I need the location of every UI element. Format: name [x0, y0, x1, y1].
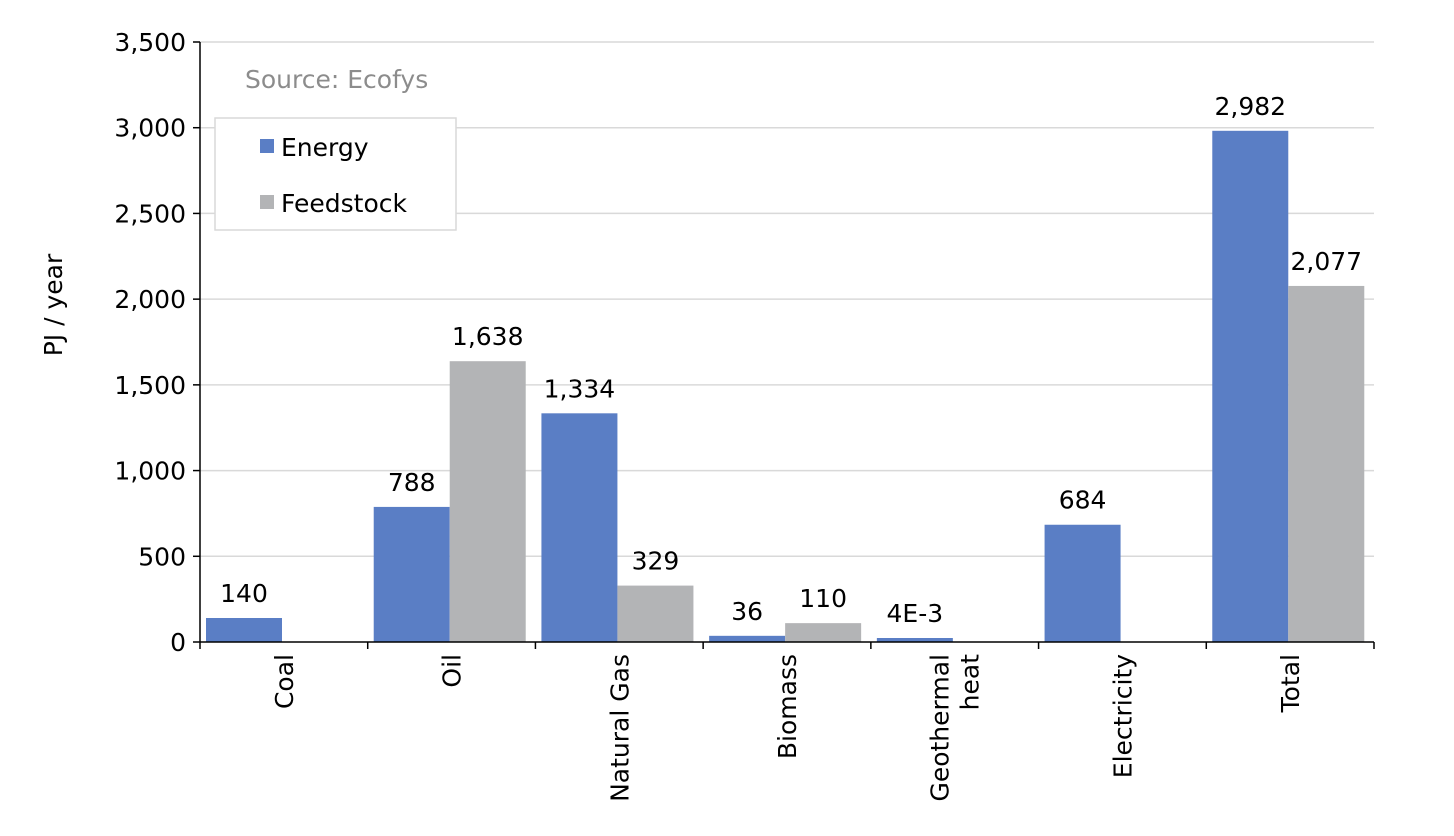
- data-label: 2,077: [1290, 247, 1362, 276]
- category-label: Electricity: [1108, 654, 1137, 778]
- data-label: 1,638: [452, 322, 524, 351]
- bar-feedstock-biomass: [785, 623, 862, 642]
- y-tick-label: 3,500: [114, 28, 186, 57]
- category-labels: Coal Oil Natural Gas Biomass Geothermalheat E…: [270, 654, 1305, 802]
- y-tick-label: 2,500: [114, 199, 186, 228]
- bar-energy-biomass: [709, 635, 786, 642]
- data-label: 1,334: [544, 374, 616, 403]
- data-label: 140: [220, 579, 268, 608]
- category-label: Total: [1276, 654, 1305, 713]
- source-note: Source: Ecofys: [245, 65, 428, 94]
- legend-label-energy: Energy: [281, 133, 369, 162]
- legend-label-feedstock: Feedstock: [281, 189, 408, 218]
- bar-energy-oil: [373, 506, 450, 642]
- category-label: Oil: [438, 654, 467, 688]
- data-label: 110: [799, 584, 847, 613]
- bar-feedstock-total: [1288, 285, 1365, 642]
- bar-energy-geothermal-heat: [876, 638, 953, 642]
- y-tick-label: 500: [138, 542, 186, 571]
- category-label: Biomass: [773, 654, 802, 759]
- y-tick-label: 3,000: [114, 114, 186, 143]
- y-tick-label: 1,500: [114, 371, 186, 400]
- bar-energy-total: [1212, 130, 1289, 643]
- bars: [206, 130, 1365, 643]
- data-label: 329: [632, 547, 680, 576]
- bar-energy-electricity: [1044, 524, 1121, 642]
- legend-swatch-feedstock: [260, 195, 274, 209]
- data-label: 788: [388, 468, 436, 497]
- y-tick-labels: 0 500 1,000 1,500 2,000 2,500 3,000 3,500: [114, 28, 186, 657]
- y-tick-label: 1,000: [114, 457, 186, 486]
- legend: Energy Feedstock: [214, 117, 457, 231]
- legend-swatch-energy: [260, 139, 274, 153]
- bar-energy-natural-gas: [541, 413, 618, 642]
- bar-energy-coal: [206, 618, 282, 642]
- legend-box: [214, 117, 457, 231]
- y-axis-label: PJ / year: [39, 253, 68, 356]
- category-label: Coal: [270, 654, 299, 709]
- data-label: 36: [731, 597, 763, 626]
- category-label: Natural Gas: [605, 654, 634, 802]
- data-label: 684: [1059, 486, 1107, 515]
- data-label: 2,982: [1214, 92, 1286, 121]
- data-labels: 140 788 1,638 1,334 329 36 110 4E-3 684 2,982 2,07…: [220, 92, 1362, 628]
- bar-feedstock-natural-gas: [617, 585, 694, 642]
- data-label: 4E-3: [887, 599, 944, 628]
- category-label: Geothermalheat: [926, 654, 985, 802]
- y-tick-label: 0: [170, 628, 186, 657]
- y-tick-label: 2,000: [114, 285, 186, 314]
- bar-feedstock-oil: [449, 361, 526, 642]
- axes: [193, 41, 1375, 649]
